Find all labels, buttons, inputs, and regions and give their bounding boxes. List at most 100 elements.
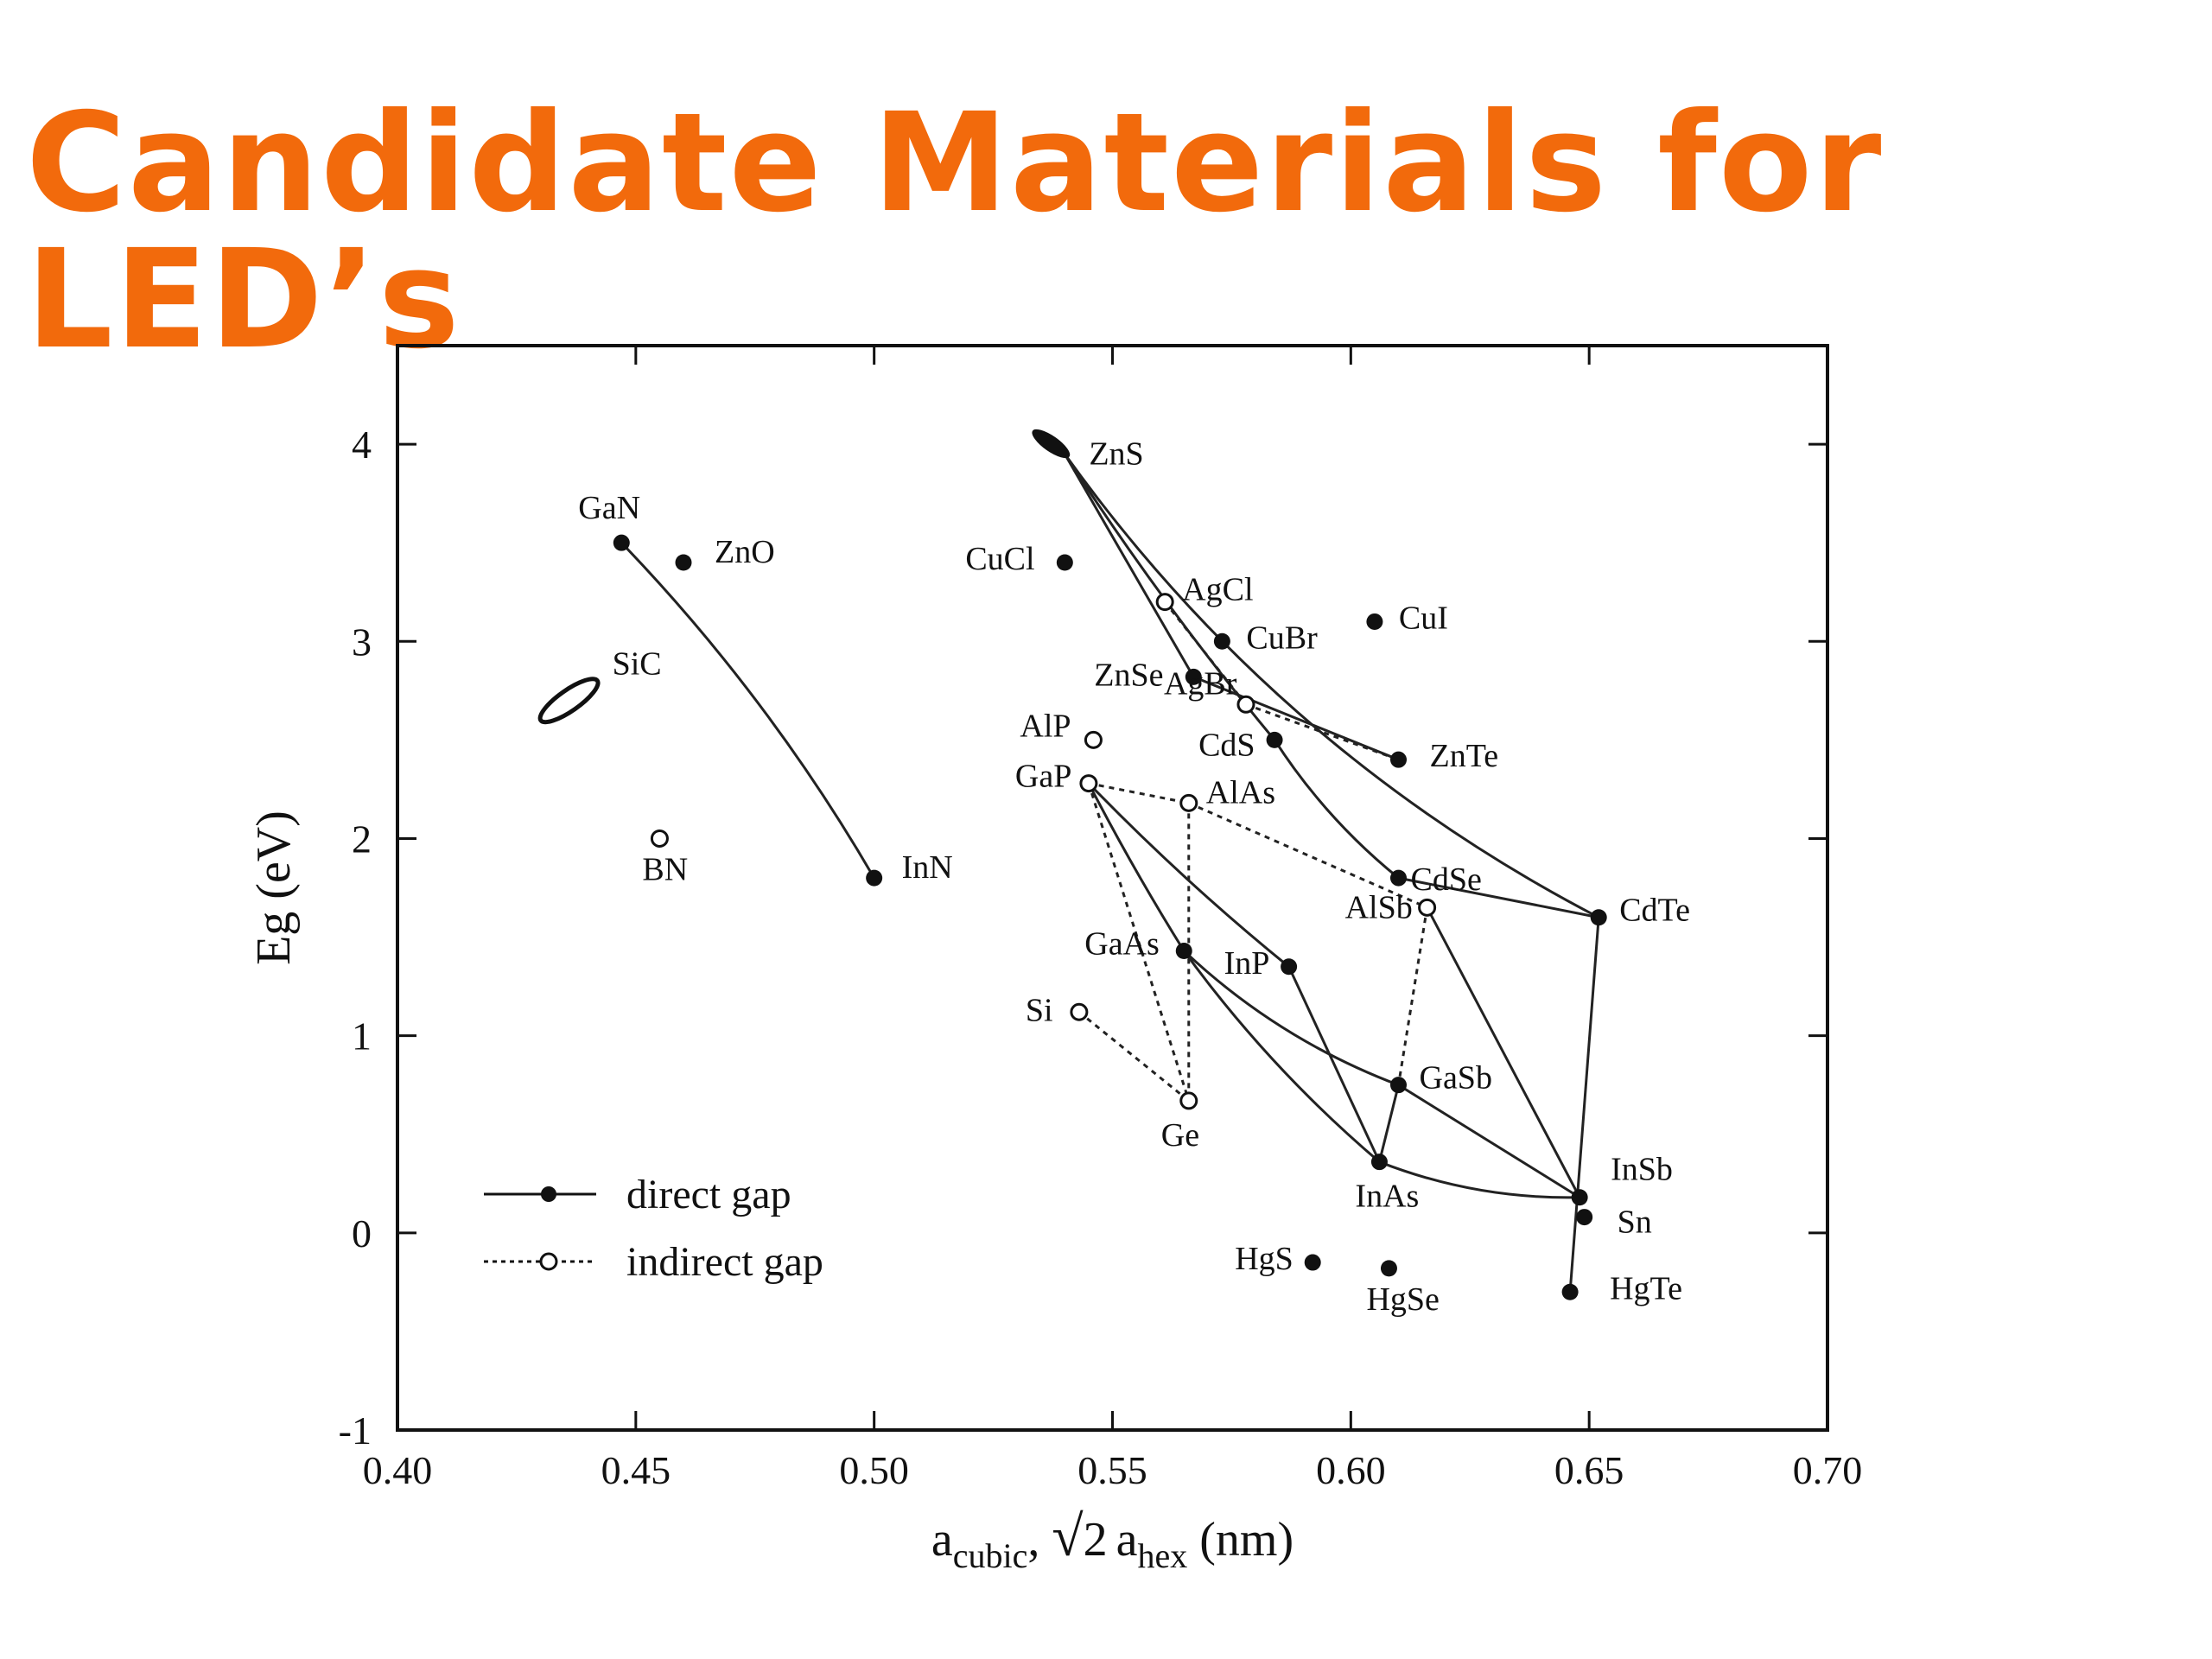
x-tick-label: 0.50 xyxy=(839,1448,909,1492)
alloy-curve xyxy=(1192,675,1400,761)
point-marker-direct xyxy=(1390,1077,1407,1094)
xlabel-sub-cubic: cubic xyxy=(953,1536,1028,1575)
xlabel-sep: , xyxy=(1027,1513,1052,1567)
legend: direct gap indirect gap xyxy=(484,1172,823,1285)
alloy-curve xyxy=(1287,966,1381,1163)
point-label: BN xyxy=(642,851,688,887)
point-marker-indirect xyxy=(1179,793,1198,812)
y-axis-label: Eg (eV) xyxy=(247,810,301,965)
point-label: HgSe xyxy=(1366,1281,1439,1318)
point-label: Ge xyxy=(1161,1117,1199,1154)
xlabel-unit: (nm) xyxy=(1187,1513,1294,1567)
point-label: AlSb xyxy=(1345,889,1413,925)
point-marker-direct xyxy=(613,534,630,551)
point-label: GaSb xyxy=(1420,1060,1492,1096)
x-tick-label: 0.45 xyxy=(601,1448,671,1492)
xlabel-sub-hex: hex xyxy=(1137,1536,1187,1575)
point-label: GaAs xyxy=(1084,926,1160,963)
y-tick-label: 4 xyxy=(352,423,372,467)
xlabel-a: a xyxy=(931,1513,953,1567)
y-tick-label: 1 xyxy=(352,1014,372,1058)
point-marker-direct xyxy=(1056,554,1073,571)
alloy-curve xyxy=(1398,876,1599,919)
point-marker-direct xyxy=(1185,668,1202,685)
point-label: AgCl xyxy=(1182,572,1253,608)
alloy-curve xyxy=(1183,950,1400,1087)
point-label: CdTe xyxy=(1619,893,1690,929)
alloy-curve xyxy=(1397,1084,1580,1199)
alloy-curve xyxy=(1087,782,1185,952)
point-marker-direct xyxy=(1561,1283,1579,1300)
point-marker-direct xyxy=(1390,869,1407,887)
point-marker-direct xyxy=(1175,943,1192,960)
alloy-curve xyxy=(1164,601,1248,706)
point-label: CuI xyxy=(1399,600,1448,636)
point-marker-indirect xyxy=(1155,593,1174,612)
x-tick-label: 0.65 xyxy=(1554,1448,1624,1492)
point-marker-direct xyxy=(1370,1154,1388,1171)
point-marker-indirect xyxy=(1084,730,1103,749)
point-marker-direct xyxy=(866,869,883,887)
point-label: SiC xyxy=(613,646,662,683)
point-marker-direct xyxy=(1266,731,1283,748)
plot-axes: 0.40 0.45 0.50 0.55 0.60 0.65 0.70 -1 0 1 2 3 4 xyxy=(339,344,1863,1492)
legend-marker xyxy=(541,1186,556,1202)
point-marker-zns xyxy=(1032,429,1071,459)
point-label: ZnSe xyxy=(1094,657,1163,693)
point-label: InAs xyxy=(1355,1179,1419,1215)
x-tick-label: 0.70 xyxy=(1793,1448,1863,1492)
alloy-curve xyxy=(1077,1011,1190,1103)
point-label: ZnS xyxy=(1089,436,1143,473)
point-marker-direct xyxy=(675,554,692,571)
legend-marker xyxy=(539,1252,558,1271)
x-axis-label: acubic, √2 ahex (nm) xyxy=(931,1505,1294,1575)
point-label: HgTe xyxy=(1610,1270,1682,1306)
point-label: AlP xyxy=(1020,708,1071,744)
point-marker-indirect xyxy=(650,829,669,848)
alloy-curve xyxy=(1087,782,1290,968)
y-tick-label: -1 xyxy=(339,1408,372,1452)
x-tick-label: 0.60 xyxy=(1316,1448,1386,1492)
alloy-curve xyxy=(1273,739,1400,880)
point-marker-indirect xyxy=(1236,695,1255,714)
legend-label: indirect gap xyxy=(626,1239,823,1285)
point-marker-direct xyxy=(1571,1189,1588,1206)
alloy-curve xyxy=(1088,782,1190,804)
point-label: CuCl xyxy=(965,541,1034,577)
x-tick-label: 0.40 xyxy=(363,1448,433,1492)
point-label: GaN xyxy=(578,490,640,526)
point-marker-direct xyxy=(1304,1254,1321,1271)
sic-ellipse-mark xyxy=(537,677,601,725)
alloy-curve xyxy=(1183,950,1381,1163)
alloy-curve xyxy=(1188,802,1428,909)
point-marker-indirect xyxy=(1070,1002,1089,1021)
point-label: InSb xyxy=(1611,1152,1673,1188)
point-label: CdSe xyxy=(1411,861,1482,898)
alloy-curve xyxy=(620,542,875,879)
alloy-curve xyxy=(1568,917,1600,1293)
data-points: SiC GaN ZnO InN BN ZnS CuCl AgCl CuI CuBr ZnSe AgBr… xyxy=(537,429,1690,1318)
point-marker-direct xyxy=(1576,1209,1593,1226)
point-marker-indirect xyxy=(1179,1091,1198,1110)
alloy-curve xyxy=(1377,1084,1400,1163)
y-tick-label: 0 xyxy=(352,1211,372,1255)
xlabel-a2: a xyxy=(1116,1513,1138,1567)
alloy-curve xyxy=(1426,906,1581,1198)
point-marker-direct xyxy=(1366,613,1383,630)
point-marker-indirect xyxy=(1079,774,1098,793)
point-marker-indirect xyxy=(1418,898,1437,917)
alloy-curves xyxy=(620,453,1600,1293)
xlabel-two: 2 xyxy=(1084,1513,1108,1567)
point-marker-direct xyxy=(1281,958,1298,976)
point-label: Si xyxy=(1026,992,1053,1028)
slide-title: Candidate Materials for LED’s xyxy=(26,84,1884,379)
alloy-curve xyxy=(1397,907,1429,1085)
x-tick-label: 0.55 xyxy=(1077,1448,1147,1492)
legend-label: direct gap xyxy=(626,1172,791,1217)
point-label: InP xyxy=(1224,945,1270,982)
point-label: Sn xyxy=(1618,1205,1652,1241)
point-label: HgS xyxy=(1235,1241,1294,1277)
alloy-curve xyxy=(1087,783,1191,1102)
alloy-curve xyxy=(1064,453,1195,678)
